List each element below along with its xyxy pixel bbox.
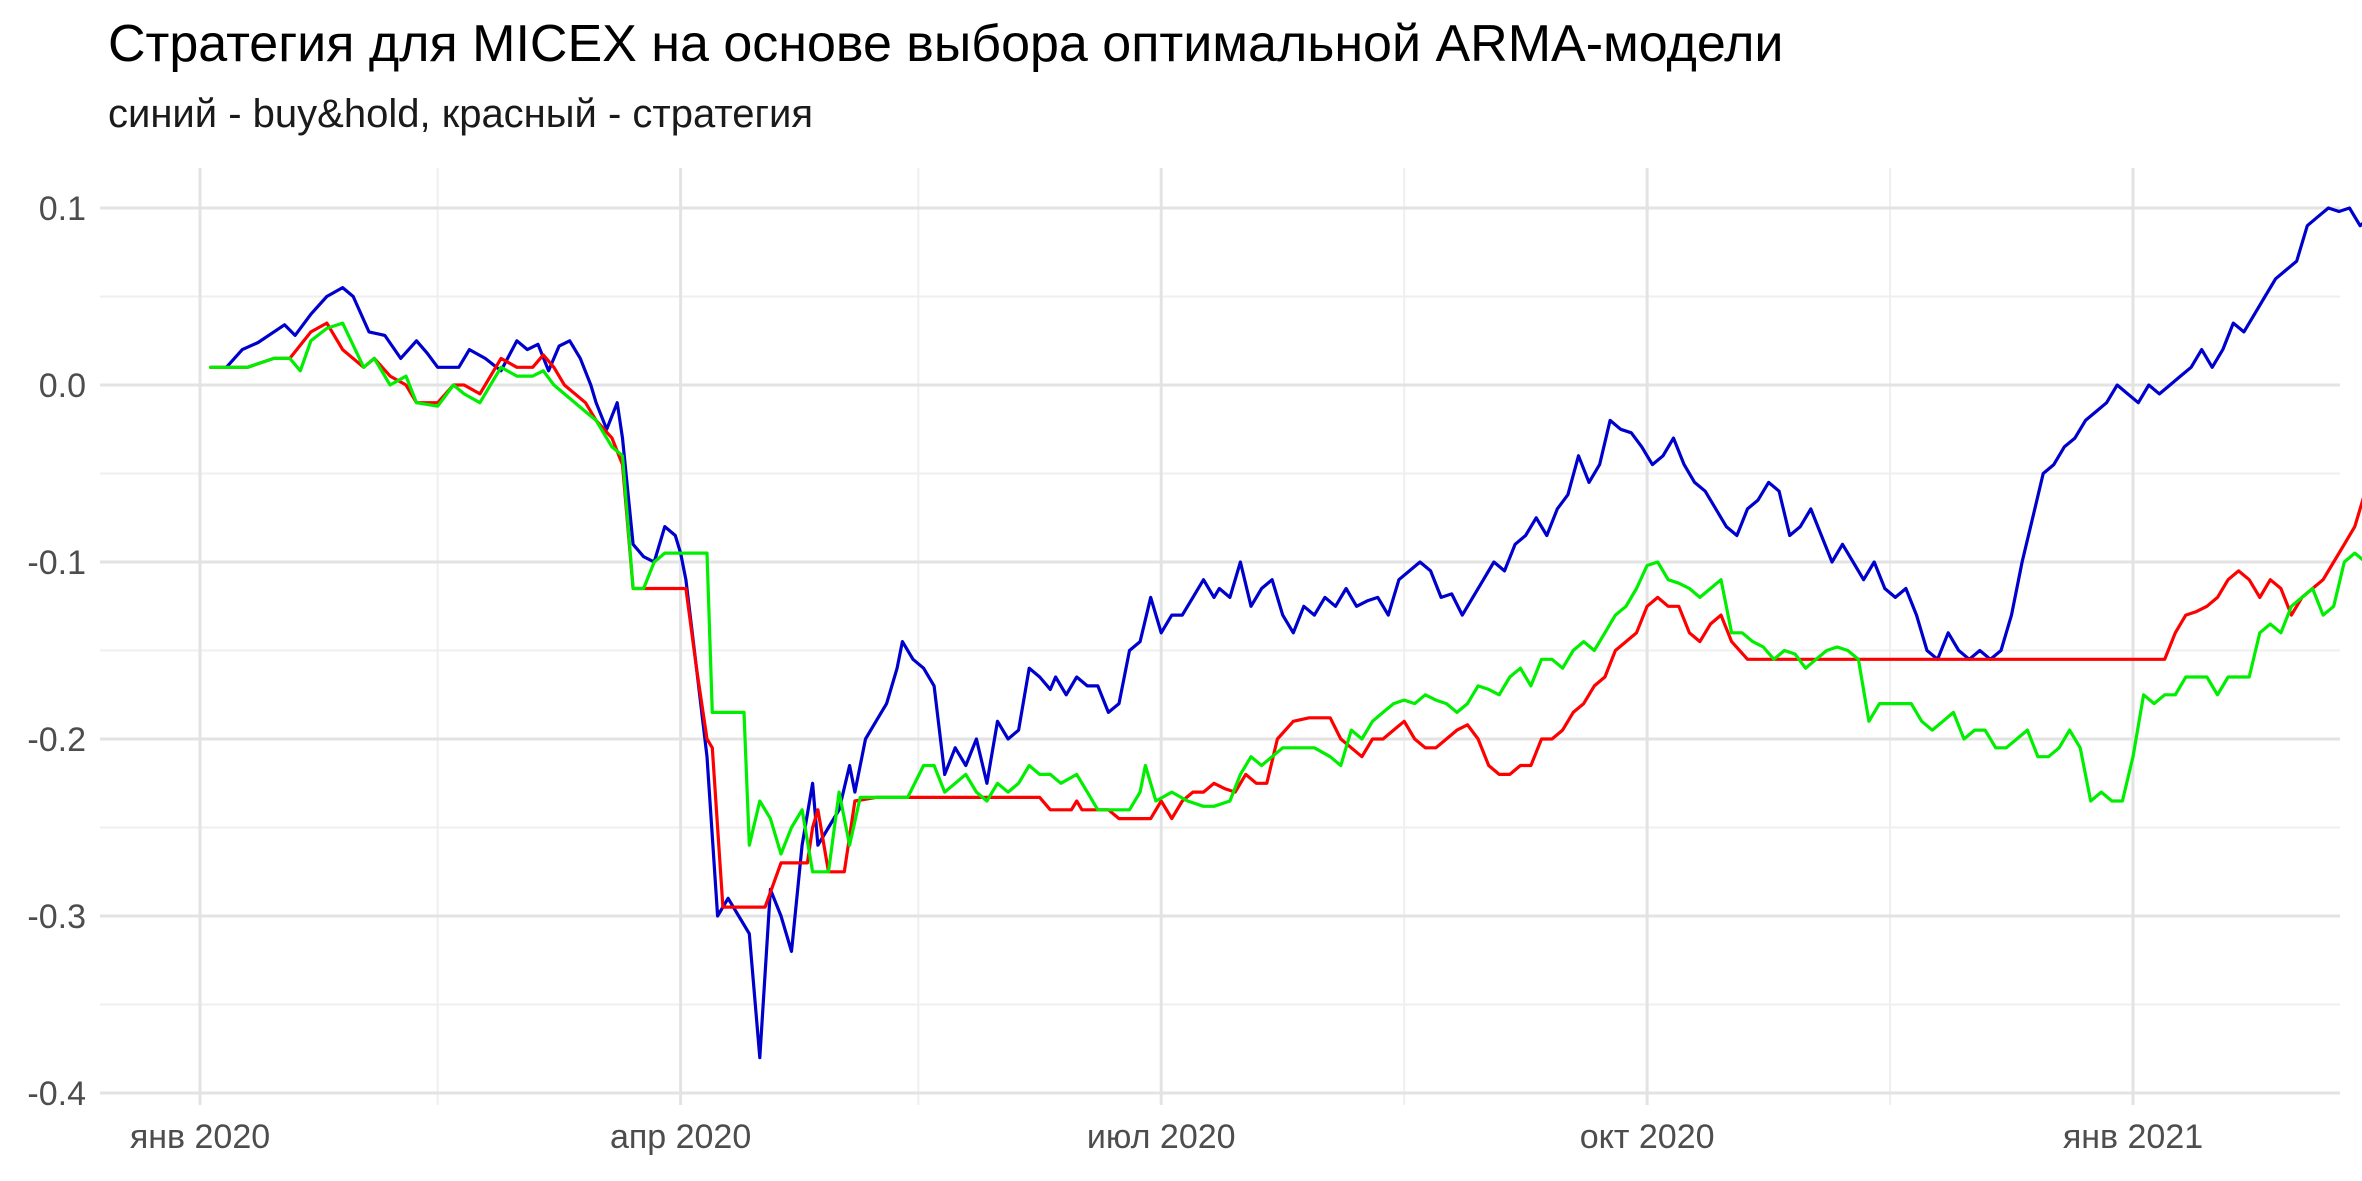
chart-title: Стратегия для MICEX на основе выбора опт… <box>108 15 1784 73</box>
y-tick-label: -0.4 <box>27 1075 86 1113</box>
x-tick-label: апр 2020 <box>610 1118 751 1156</box>
series-lines <box>209 206 2362 1060</box>
y-tick-label: -0.1 <box>27 544 86 582</box>
x-tick-label: июл 2020 <box>1087 1118 1236 1156</box>
major-gridlines <box>100 168 2340 1105</box>
y-axis-tick-labels: 0.1 0.0 -0.1 -0.2 -0.3 -0.4 <box>27 190 86 1113</box>
series-line-red <box>209 321 2362 909</box>
x-axis-tick-labels: янв 2020 апр 2020 июл 2020 окт 2020 янв 2021 <box>130 1118 2203 1156</box>
y-tick-label: 0.0 <box>39 367 86 405</box>
minor-gridlines <box>100 168 2340 1105</box>
series-line-green <box>209 321 2362 874</box>
y-tick-label: -0.2 <box>27 721 86 759</box>
x-tick-label: янв 2021 <box>2063 1118 2203 1156</box>
x-tick-label: окт 2020 <box>1580 1118 1715 1156</box>
chart-subtitle: синий - buy&hold, красный - стратегия <box>108 92 814 136</box>
y-tick-label: -0.3 <box>27 898 86 936</box>
x-tick-label: янв 2020 <box>130 1118 270 1156</box>
series-line-blue <box>224 206 2362 1060</box>
y-tick-label: 0.1 <box>39 190 86 228</box>
